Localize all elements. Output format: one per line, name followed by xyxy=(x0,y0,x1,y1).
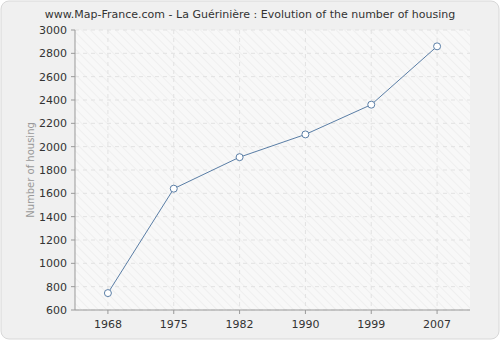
chart-svg: www.Map-France.com - La Guérinière : Evo… xyxy=(0,0,500,340)
y-tick-label: 2400 xyxy=(39,94,67,107)
y-tick xyxy=(71,193,75,194)
y-axis xyxy=(75,30,76,310)
y-tick-label: 600 xyxy=(46,304,67,317)
marker xyxy=(236,154,243,161)
y-tick-label: 1200 xyxy=(39,234,67,247)
grid-line-x xyxy=(371,30,372,310)
x-tick-label: 1975 xyxy=(160,318,188,331)
x-tick-label: 1982 xyxy=(226,318,254,331)
grid-line xyxy=(75,100,470,101)
grid-line xyxy=(75,170,470,171)
grid-line xyxy=(75,53,470,54)
grid-line xyxy=(75,76,470,77)
x-tick xyxy=(305,310,306,314)
x-tick xyxy=(107,310,108,314)
line xyxy=(108,46,437,293)
marker xyxy=(434,43,441,50)
grid-line-x xyxy=(239,30,240,310)
x-tick xyxy=(371,310,372,314)
y-tick-label: 2200 xyxy=(39,117,67,130)
x-tick-label: 1999 xyxy=(357,318,385,331)
grid-line-x xyxy=(305,30,306,310)
title: www.Map-France.com - La Guérinière : Evo… xyxy=(45,8,455,21)
series xyxy=(104,43,440,297)
y-tick-label: 1800 xyxy=(39,164,67,177)
y-tick xyxy=(71,216,75,217)
y-tick-label: 1600 xyxy=(39,187,67,200)
x-tick xyxy=(239,310,240,314)
y-axis-label: Number of housing xyxy=(25,122,36,218)
grid-line xyxy=(75,310,470,311)
marker xyxy=(368,101,375,108)
grid-line xyxy=(75,263,470,264)
x-tick xyxy=(437,310,438,314)
y-tick xyxy=(71,146,75,147)
grid-line-x xyxy=(173,30,174,310)
x-tick-label: 2007 xyxy=(423,318,451,331)
y-tick xyxy=(71,76,75,77)
x-tick-label: 1968 xyxy=(94,318,122,331)
grid-line xyxy=(75,123,470,124)
marker xyxy=(104,290,111,297)
marker xyxy=(170,185,177,192)
y-tick xyxy=(71,263,75,264)
y-tick xyxy=(71,240,75,241)
grid-line-x xyxy=(437,30,438,310)
grid-line xyxy=(75,30,470,31)
x-tick xyxy=(173,310,174,314)
y-tick xyxy=(71,53,75,54)
marker xyxy=(302,131,309,138)
y-tick-label: 2800 xyxy=(39,47,67,60)
grid-line xyxy=(75,216,470,217)
x-tick-label: 1990 xyxy=(291,318,319,331)
y-tick-label: 1400 xyxy=(39,211,67,224)
grid-line-x xyxy=(107,30,108,310)
y-tick-label: 3000 xyxy=(39,24,67,37)
plot-area xyxy=(75,30,470,310)
x-axis xyxy=(75,310,470,311)
y-tick-label: 1000 xyxy=(39,257,67,270)
grid-line xyxy=(75,286,470,287)
y-tick xyxy=(71,30,75,31)
grid-line xyxy=(75,193,470,194)
y-tick-label: 2600 xyxy=(39,71,67,84)
y-tick xyxy=(71,286,75,287)
y-tick xyxy=(71,100,75,101)
y-tick xyxy=(71,123,75,124)
chart-container: www.Map-France.com - La Guérinière : Evo… xyxy=(0,0,500,340)
y-tick-label: 2000 xyxy=(39,141,67,154)
y-tick xyxy=(71,310,75,311)
y-tick-label: 800 xyxy=(46,281,67,294)
background xyxy=(1,1,499,339)
grid-line xyxy=(75,240,470,241)
y-tick xyxy=(71,170,75,171)
